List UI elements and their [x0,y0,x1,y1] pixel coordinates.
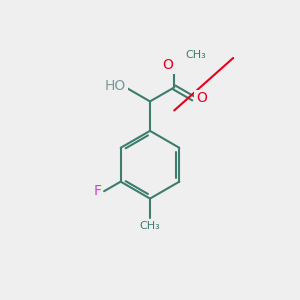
Text: CH₃: CH₃ [140,221,160,231]
Text: HO: HO [105,79,126,93]
Text: F: F [94,184,102,198]
Text: CH₃: CH₃ [186,50,206,60]
Text: O: O [162,58,173,72]
Text: O: O [196,92,207,106]
